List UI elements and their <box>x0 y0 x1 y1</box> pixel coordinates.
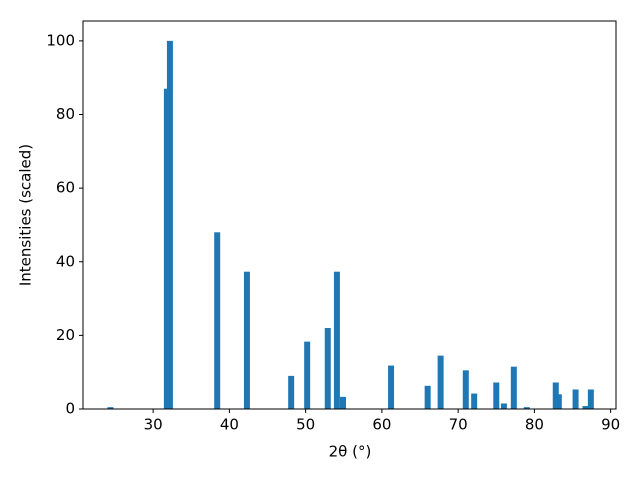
bar <box>523 407 530 409</box>
bar <box>493 382 500 409</box>
y-tick-label: 100 <box>46 31 75 49</box>
bar <box>214 232 221 409</box>
x-tick-label: 70 <box>449 416 468 434</box>
bar <box>388 365 395 409</box>
bar <box>555 394 562 409</box>
bar <box>582 406 589 409</box>
bar <box>424 385 431 409</box>
bar <box>333 271 340 409</box>
bar <box>163 88 170 409</box>
bar <box>572 389 579 409</box>
bar <box>107 407 114 409</box>
x-tick-label: 50 <box>296 416 315 434</box>
bar <box>304 341 311 409</box>
x-axis-label: 2θ (°) <box>329 443 372 461</box>
y-tick-label: 0 <box>65 400 75 418</box>
x-tick-label: 60 <box>372 416 391 434</box>
y-tick-label: 80 <box>56 105 75 123</box>
bar <box>340 396 347 409</box>
bar <box>552 382 559 409</box>
y-axis-label: Intensities (scaled) <box>17 144 35 286</box>
x-tick-label: 40 <box>220 416 239 434</box>
x-tick-label: 30 <box>144 416 163 434</box>
bar <box>471 393 478 409</box>
y-tick-label: 40 <box>56 252 75 270</box>
bar <box>324 328 331 409</box>
bar <box>437 355 444 409</box>
x-tick-label: 90 <box>601 416 620 434</box>
y-tick-label: 20 <box>56 326 75 344</box>
y-tick-label: 60 <box>56 179 75 197</box>
bar <box>462 370 469 409</box>
bar <box>587 389 594 409</box>
bar <box>510 366 517 409</box>
x-tick-label: 80 <box>525 416 544 434</box>
bar <box>243 271 250 409</box>
bar <box>166 40 173 409</box>
plot-frame <box>82 20 617 410</box>
bar <box>500 403 507 409</box>
bar <box>288 375 295 409</box>
